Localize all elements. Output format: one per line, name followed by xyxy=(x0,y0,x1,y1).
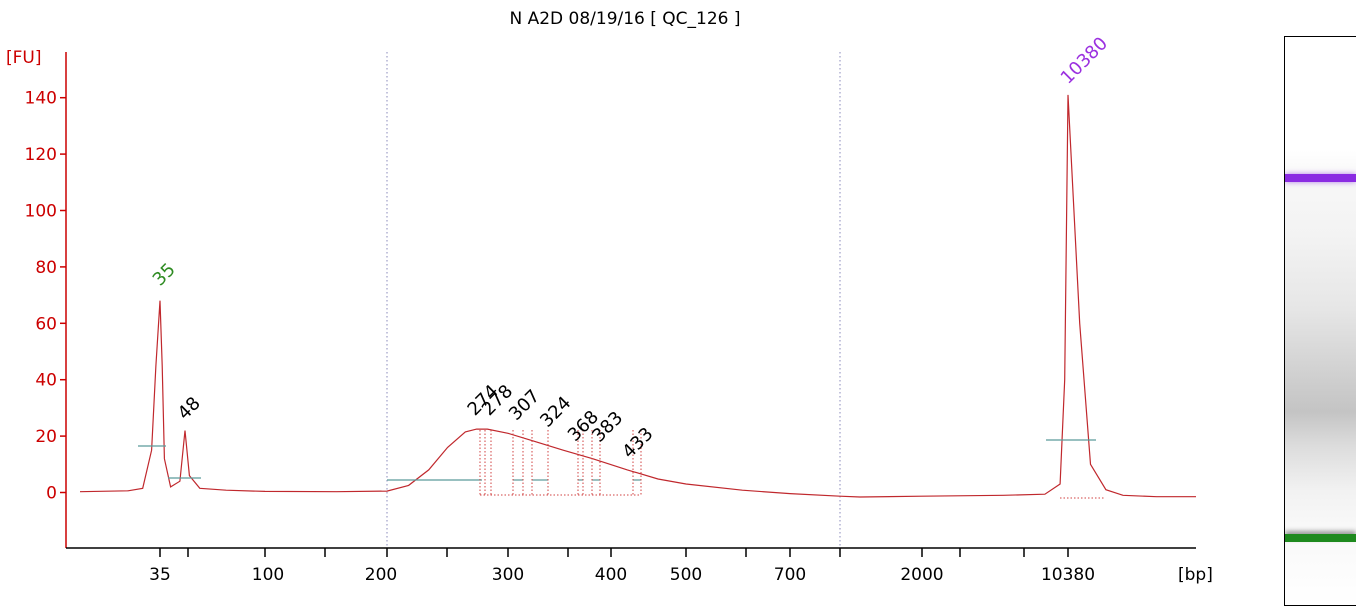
x-tick-label: 500 xyxy=(670,565,702,585)
gel-lane xyxy=(1284,36,1356,606)
electropherogram-chart: N A2D 08/19/16 [ QC_126 ] [FU] [bp] 0 20 4… xyxy=(6,9,1213,585)
y-tick-label: 40 xyxy=(35,371,57,391)
x-tick-label: 35 xyxy=(149,565,171,585)
x-tick-label: 10380 xyxy=(1041,565,1095,585)
x-tick-label: 100 xyxy=(252,565,284,585)
lower-marker-band xyxy=(1285,534,1356,542)
x-axis-label: [bp] xyxy=(1178,565,1213,585)
y-tick-label: 120 xyxy=(25,145,57,165)
x-tick-label: 400 xyxy=(595,565,627,585)
y-tick-label: 20 xyxy=(35,427,57,447)
peak-label: 10380 xyxy=(1057,33,1112,88)
x-tick-label: 300 xyxy=(492,565,524,585)
x-tick-label: 2000 xyxy=(900,565,943,585)
peak-label: 48 xyxy=(174,393,205,424)
x-tick-label: 200 xyxy=(365,565,397,585)
y-tick-label: 80 xyxy=(35,258,57,278)
peak-label: 35 xyxy=(149,259,180,290)
trace-line xyxy=(79,94,1196,498)
y-tick-label: 0 xyxy=(46,484,57,504)
y-axis-label: [FU] xyxy=(6,48,42,68)
y-tick-label: 100 xyxy=(25,202,57,222)
upper-marker-band xyxy=(1285,174,1356,182)
y-tick-label: 140 xyxy=(25,89,57,109)
peak-label: 433 xyxy=(618,424,657,463)
x-tick-label: 700 xyxy=(774,565,806,585)
chart-title: N A2D 08/19/16 [ QC_126 ] xyxy=(509,9,740,29)
y-tick-label: 60 xyxy=(35,314,57,334)
